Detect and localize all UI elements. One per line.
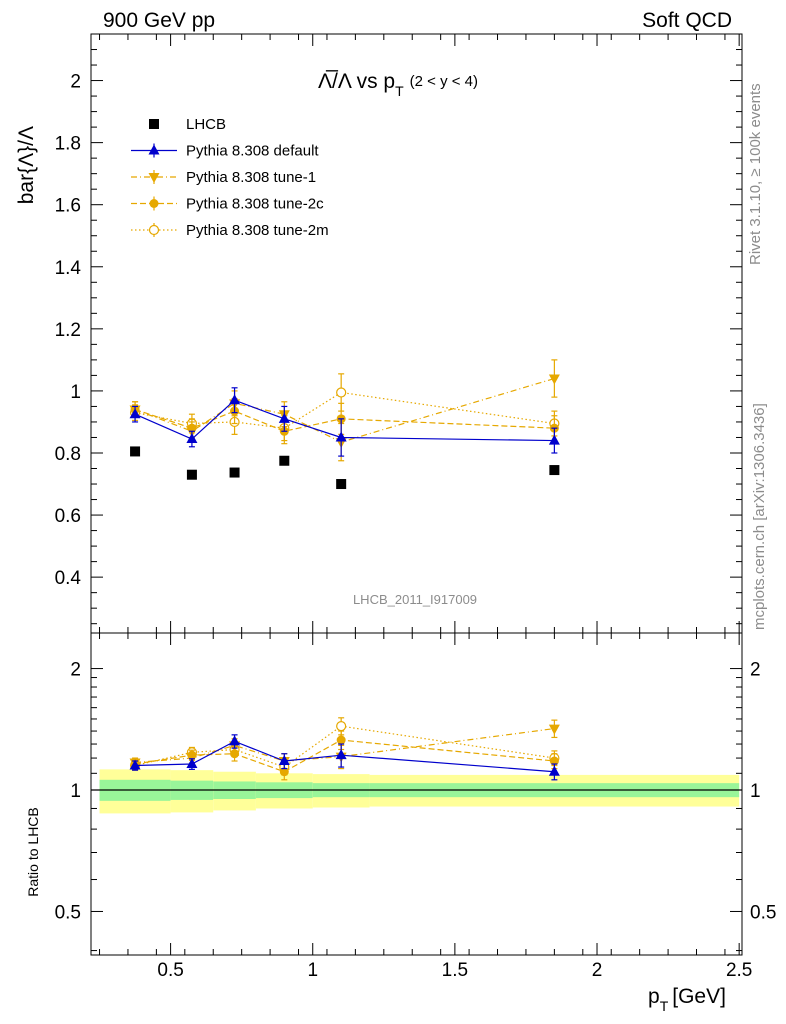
legend-label: Pythia 8.308 tune-2c	[186, 196, 324, 213]
ratio-tick-label-left: 2	[70, 660, 81, 681]
ratio-y-axis-label: Ratio to LHCB	[25, 807, 41, 896]
legend-item-default: Pythia 8.308 default	[131, 143, 319, 160]
ratio-series-line	[134, 725, 555, 768]
main-point	[279, 455, 290, 466]
x-tick-label: 1.5	[442, 960, 468, 981]
main-series-line	[134, 408, 555, 432]
y-axis-label: bar{Λ}/Λ	[15, 126, 38, 204]
ratio-tick-label-right: 1	[750, 781, 761, 802]
main-series-tune1	[129, 359, 560, 462]
x-axis-label-main: p	[648, 985, 660, 1008]
legend-marker	[149, 199, 159, 208]
main-series-line	[134, 377, 555, 443]
main-series-data	[130, 446, 560, 490]
uncertainty-band	[91, 769, 742, 814]
main-point	[548, 374, 560, 385]
ratio-tick-label-right: 0.5	[750, 902, 776, 923]
y-tick-label: 1.6	[55, 196, 81, 217]
ratio-series-default	[129, 734, 560, 781]
ratio-tick-label-right: 2	[750, 660, 761, 681]
main-series-line	[134, 399, 555, 442]
main-point	[278, 412, 290, 423]
header-right: Soft QCD	[642, 9, 732, 32]
y-tick-label: 0.6	[55, 506, 81, 527]
y-tick-label: 1.4	[55, 258, 82, 279]
ratio-tick-label-left: 1	[70, 781, 81, 802]
legend-marker	[148, 144, 160, 155]
ratio-point	[186, 758, 198, 769]
ratio-point	[229, 735, 241, 746]
y-tick-label: 2	[70, 72, 81, 93]
x-axis-label-sub: T	[660, 998, 669, 1014]
legend-label: LHCB	[186, 116, 226, 133]
header-left: 900 GeV pp	[103, 9, 215, 32]
y-tick-label: 1	[70, 382, 81, 403]
ratio-point	[336, 735, 346, 745]
main-point	[130, 446, 141, 457]
legend-label: Pythia 8.308 tune-1	[186, 169, 316, 186]
y-tick-label: 1.8	[55, 134, 81, 155]
main-point	[229, 467, 240, 478]
ratio-point	[549, 756, 559, 766]
y-tick-label: 0.4	[55, 568, 82, 589]
legend: LHCB Pythia 8.308 default Pythia 8.308 tun…	[131, 116, 329, 239]
ratio-point	[548, 724, 560, 735]
ratio-point	[335, 749, 347, 760]
legend-marker	[148, 173, 160, 183]
legend-item-tune2m: Pythia 8.308 tune-2m	[131, 222, 329, 239]
ratio-series-line	[134, 739, 555, 773]
main-point	[336, 387, 347, 398]
main-point	[229, 394, 241, 405]
main-point	[335, 431, 347, 442]
x-axis-label: pT [GeV]	[648, 985, 726, 1014]
legend-marker	[149, 119, 159, 129]
y-tick-label: 1.2	[55, 320, 81, 341]
main-series-default	[129, 387, 560, 457]
site-label: mcplots.cern.ch [arXiv:1306.3436]	[751, 403, 768, 630]
main-point	[549, 465, 560, 476]
ratio-point	[230, 749, 240, 759]
x-tick-label: 2	[592, 960, 603, 981]
ratio-tick-label-left: 0.5	[55, 902, 81, 923]
main-point	[186, 469, 197, 480]
ratio-point	[548, 765, 560, 776]
plot-title-cond: (2 < y < 4)	[410, 73, 478, 90]
rivet-label: Rivet 3.1.10, ≥ 100k events	[747, 83, 764, 265]
analysis-label: LHCB_2011_I917009	[353, 592, 477, 607]
x-axis-label-unit: [GeV]	[672, 985, 726, 1008]
main-series-line	[134, 391, 555, 429]
legend-label: Pythia 8.308 default	[186, 143, 319, 160]
main-point	[129, 408, 141, 419]
axes-ticks: 0.5 1 1.5 2 2.5 0.4 0.6 0.8 1 1.2 1.4 1.6 1.8 2 0.5 0.5…	[55, 34, 776, 981]
plot-title-sub: T	[395, 83, 404, 99]
legend-label: Pythia 8.308 tune-2m	[186, 222, 329, 239]
main-point	[186, 433, 198, 444]
ratio-series-line	[135, 740, 555, 773]
main-point	[336, 479, 347, 490]
y-tick-label: 0.8	[55, 444, 81, 465]
x-tick-label: 0.5	[157, 960, 183, 981]
x-tick-label: 2.5	[726, 960, 752, 981]
ratio-point	[129, 759, 141, 770]
series-layer	[129, 359, 560, 781]
ratio-plot-frame	[90, 632, 743, 956]
x-tick-label: 1	[307, 960, 318, 981]
main-point	[548, 434, 560, 445]
plot-title: Λ̅/Λ vs pT (2 < y < 4)	[318, 70, 478, 99]
legend-item-tune1: Pythia 8.308 tune-1	[131, 169, 316, 186]
legend-item-data: LHCB	[149, 116, 226, 133]
plot-title-main: Λ̅/Λ vs p	[318, 70, 395, 93]
legend-item-tune2c: Pythia 8.308 tune-2c	[131, 196, 324, 213]
legend-marker	[148, 224, 160, 236]
ratio-point	[278, 755, 290, 766]
ratio-point	[336, 721, 347, 732]
ratio-point	[279, 767, 289, 777]
